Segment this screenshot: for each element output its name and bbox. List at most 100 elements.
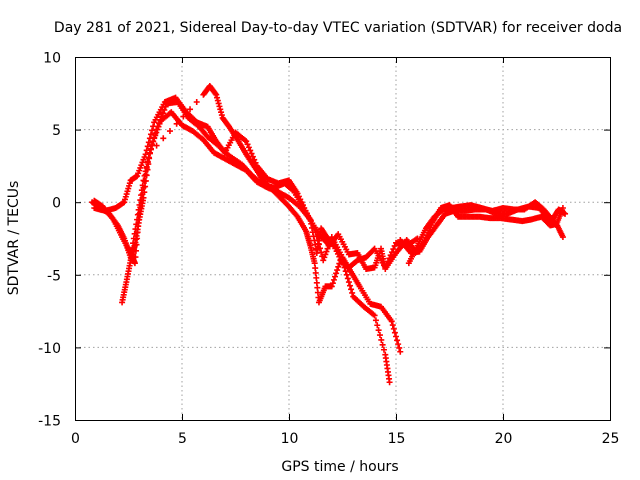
data-point <box>142 183 149 190</box>
y-tick-label: 0 <box>52 196 61 212</box>
data-point <box>245 144 252 151</box>
data-point <box>372 317 379 324</box>
data-point <box>248 150 255 157</box>
data-point <box>146 135 153 142</box>
data-point <box>173 120 180 127</box>
data-point <box>342 268 349 275</box>
data-point <box>321 254 328 261</box>
x-axis-label: GPS time / hours <box>281 459 398 475</box>
data-point <box>388 249 395 256</box>
data-point <box>382 264 389 271</box>
data-point <box>335 263 342 270</box>
data-point <box>217 106 224 113</box>
data-point <box>141 189 148 196</box>
data-point <box>330 276 337 283</box>
data-point <box>349 289 356 296</box>
data-point <box>187 106 194 113</box>
data-point <box>374 322 381 329</box>
data-point <box>318 249 325 256</box>
data-point <box>393 333 399 340</box>
data-point <box>343 271 350 278</box>
data-point <box>384 258 391 265</box>
data-point <box>213 91 220 98</box>
data-point <box>166 128 173 135</box>
y-tick-label: -5 <box>47 268 61 284</box>
data-point <box>396 344 403 351</box>
data-point <box>322 251 329 258</box>
data-point <box>212 90 219 97</box>
data-point <box>328 283 335 290</box>
data-point <box>378 336 385 343</box>
x-tick-label: 15 <box>388 431 406 447</box>
data-point <box>160 135 167 142</box>
data-point <box>333 270 340 277</box>
data-point <box>397 348 404 355</box>
data-point <box>145 161 152 168</box>
data-point <box>218 112 225 119</box>
x-tick-label: 0 <box>71 431 80 447</box>
data-point <box>371 312 378 319</box>
data-point <box>218 109 225 116</box>
data-point <box>214 94 221 101</box>
data-point <box>380 346 387 353</box>
data-point <box>375 327 382 334</box>
data-point <box>386 255 393 262</box>
data-point <box>329 280 336 287</box>
data-point <box>145 139 152 146</box>
x-tick-label: 5 <box>178 431 187 447</box>
data-point <box>387 252 394 259</box>
data-point <box>144 166 151 173</box>
data-point <box>143 172 150 179</box>
x-tick-label: 20 <box>495 431 513 447</box>
data-point <box>390 325 397 332</box>
data-point <box>147 131 154 138</box>
data-point <box>150 123 157 130</box>
data-point <box>383 261 390 268</box>
data-point <box>344 275 351 282</box>
data-point <box>559 205 566 212</box>
series-track-4 <box>119 83 421 306</box>
chart-title: Day 281 of 2021, Sidereal Day-to-day VTE… <box>54 20 622 36</box>
axis-layer: 0 5 10 15 20 25 -15 -10 -5 0 5 10 <box>38 51 619 448</box>
series-track-3 <box>91 94 419 272</box>
data-point <box>160 110 167 117</box>
data-point <box>386 379 393 386</box>
data-point <box>379 341 386 348</box>
data-point <box>559 234 566 241</box>
data-point <box>320 257 327 264</box>
data-point <box>215 100 222 107</box>
data-point <box>140 194 147 201</box>
y-tick-label: -15 <box>38 414 61 430</box>
series-track-6 <box>405 199 569 267</box>
data-point <box>346 282 353 289</box>
data-point <box>348 286 355 293</box>
data-point <box>314 237 321 244</box>
data-point <box>144 143 151 150</box>
data-point <box>390 246 397 253</box>
data-point <box>149 127 156 134</box>
x-tick-label: 25 <box>602 431 620 447</box>
data-point <box>214 97 221 104</box>
data-point <box>345 279 352 286</box>
data-point <box>193 99 200 106</box>
y-axis-label: SDTVAR / TECUs <box>6 181 22 296</box>
y-tick-label: 10 <box>43 51 61 67</box>
data-point <box>394 337 401 344</box>
data-point <box>142 177 149 184</box>
series-track-7 <box>412 202 566 257</box>
data-point <box>376 332 383 339</box>
data-point <box>389 322 396 329</box>
data-point <box>153 142 160 149</box>
plot-frame <box>75 57 611 421</box>
data-point <box>323 248 330 255</box>
data-point <box>388 318 395 325</box>
data-point <box>395 341 402 348</box>
data-point <box>216 103 223 110</box>
data-point <box>244 141 251 148</box>
data-point <box>247 147 254 154</box>
data-point <box>317 245 324 252</box>
data-point <box>146 155 153 162</box>
x-tick-label: 10 <box>281 431 299 447</box>
data-point <box>315 241 322 248</box>
